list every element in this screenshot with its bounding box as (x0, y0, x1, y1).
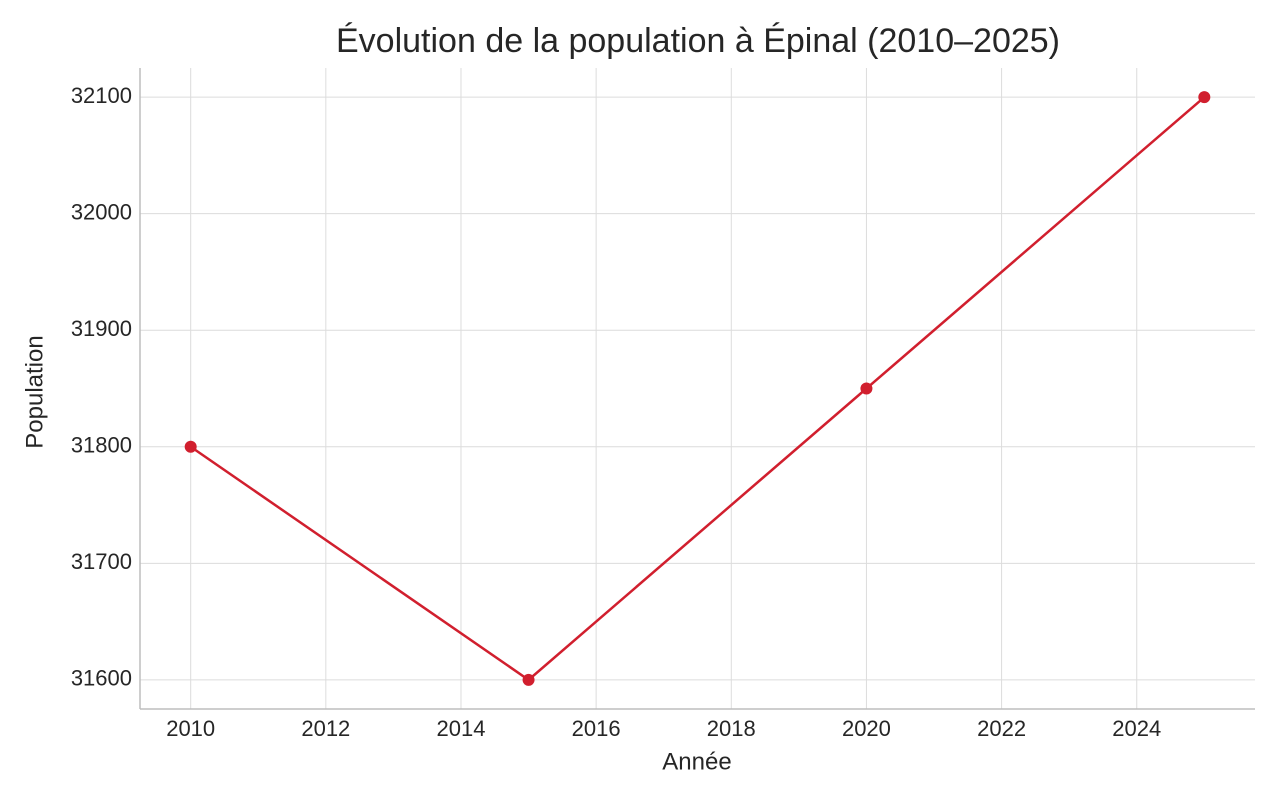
x-tick-label: 2014 (437, 716, 486, 741)
y-tick-label: 31700 (71, 549, 132, 574)
data-line (189, 96, 1206, 682)
data-point (522, 673, 535, 686)
x-tick-label: 2022 (977, 716, 1026, 741)
data-point (184, 440, 197, 453)
y-tick-label: 31800 (71, 433, 132, 458)
data-point (860, 382, 873, 395)
y-tick-label: 32100 (71, 83, 132, 108)
x-tick-label: 2024 (1112, 716, 1161, 741)
chart-title: Évolution de la population à Épinal (201… (336, 22, 1060, 60)
x-tick-label: 2012 (301, 716, 350, 741)
x-tick-label: 2020 (842, 716, 891, 741)
data-point (1198, 91, 1211, 104)
y-tick-label: 32000 (71, 199, 132, 224)
x-tick-label: 2010 (166, 716, 215, 741)
y-axis-label: Population (21, 335, 48, 448)
y-tick-label: 31600 (71, 666, 132, 691)
x-axis-label: Année (662, 748, 731, 775)
x-tick-label: 2018 (707, 716, 756, 741)
y-tick-label: 31900 (71, 316, 132, 341)
x-tick-label: 2016 (572, 716, 621, 741)
